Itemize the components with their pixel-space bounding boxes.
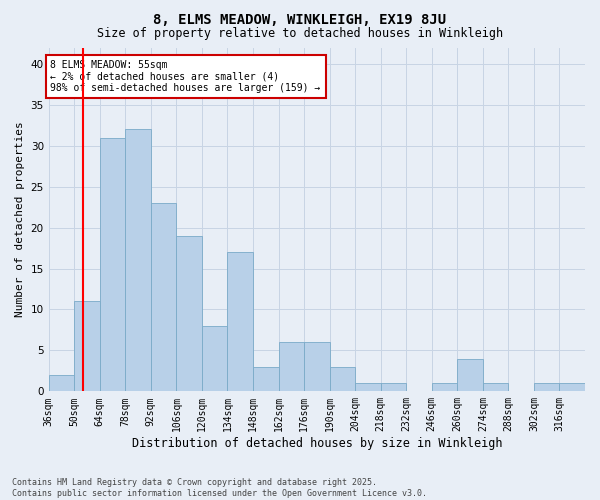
Bar [253, 367, 278, 392]
Bar [278, 342, 304, 392]
Bar [151, 203, 176, 392]
Text: 8 ELMS MEADOW: 55sqm
← 2% of detached houses are smaller (4)
98% of semi-detache: 8 ELMS MEADOW: 55sqm ← 2% of detached ho… [50, 60, 321, 93]
Bar [49, 375, 74, 392]
Bar [202, 326, 227, 392]
Bar [483, 383, 508, 392]
Bar [534, 383, 559, 392]
Bar [432, 383, 457, 392]
Text: Size of property relative to detached houses in Winkleigh: Size of property relative to detached ho… [97, 28, 503, 40]
Bar [125, 130, 151, 392]
Bar [74, 302, 100, 392]
Text: Contains HM Land Registry data © Crown copyright and database right 2025.
Contai: Contains HM Land Registry data © Crown c… [12, 478, 427, 498]
Text: 8, ELMS MEADOW, WINKLEIGH, EX19 8JU: 8, ELMS MEADOW, WINKLEIGH, EX19 8JU [154, 12, 446, 26]
X-axis label: Distribution of detached houses by size in Winkleigh: Distribution of detached houses by size … [131, 437, 502, 450]
Y-axis label: Number of detached properties: Number of detached properties [15, 122, 25, 318]
Bar [227, 252, 253, 392]
Bar [329, 367, 355, 392]
Bar [559, 383, 585, 392]
Bar [100, 138, 125, 392]
Bar [176, 236, 202, 392]
Bar [457, 358, 483, 392]
Bar [304, 342, 329, 392]
Bar [355, 383, 380, 392]
Bar [380, 383, 406, 392]
